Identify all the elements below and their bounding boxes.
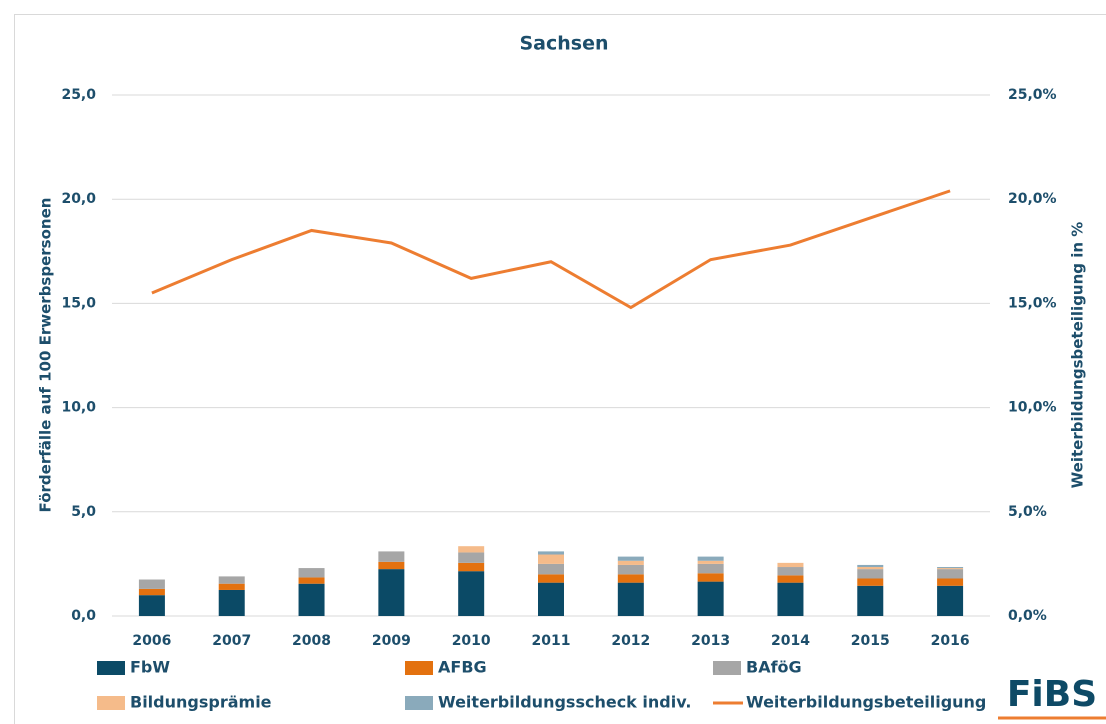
legend-label: BAföG <box>746 658 802 677</box>
bar-segment <box>298 583 325 616</box>
x-tick-label: 2007 <box>212 633 251 649</box>
x-tick-label: 2011 <box>532 633 571 649</box>
bar-segment <box>138 595 165 616</box>
y-axis-label: Förderfälle auf 100 Erwerbspersonen <box>37 198 55 513</box>
bar-segment <box>138 588 165 596</box>
legend-label: AFBG <box>438 658 487 677</box>
legend-label: FbW <box>130 658 170 677</box>
bar-segment <box>937 569 964 579</box>
x-tick-label: 2015 <box>851 633 890 649</box>
bar-segment <box>538 563 564 575</box>
bar-segment <box>538 582 564 616</box>
bar-segment <box>218 583 245 590</box>
legend-label: Bildungsprämie <box>130 693 272 712</box>
y-tick-label: 0,0 <box>71 608 96 624</box>
x-tick-label: 2006 <box>132 633 171 649</box>
y2-tick-label: 5,0% <box>1008 504 1047 520</box>
bar-segment <box>538 574 564 583</box>
bar-segment <box>617 574 644 583</box>
y2-tick-label: 25,0% <box>1008 87 1057 103</box>
bar-segment <box>617 556 644 561</box>
bar-segment <box>138 579 165 589</box>
bar-segment <box>697 563 724 574</box>
bar-segment <box>378 561 405 570</box>
bar-segment <box>218 589 245 616</box>
logo: FiBS <box>1007 674 1097 715</box>
bar-segment <box>857 585 884 616</box>
y2-tick-label: 15,0% <box>1008 295 1057 311</box>
bar-segment <box>458 562 485 572</box>
bar-segment <box>617 564 644 575</box>
y-tick-label: 5,0 <box>71 504 96 520</box>
bar-segment <box>697 573 724 582</box>
bar-segment <box>937 578 964 586</box>
x-tick-label: 2013 <box>691 633 730 649</box>
y2-tick-label: 0,0% <box>1008 608 1047 624</box>
x-tick-label: 2014 <box>771 633 810 649</box>
bar-segment <box>697 556 724 561</box>
bar-segment <box>937 567 964 569</box>
legend-swatch <box>713 661 741 675</box>
bar-segment <box>617 560 644 565</box>
bar-segment <box>857 578 884 586</box>
y-tick-label: 25,0 <box>61 87 96 103</box>
bar-segment <box>458 571 485 616</box>
bar-segment <box>538 551 564 555</box>
x-tick-label: 2010 <box>452 633 491 649</box>
bar-segment <box>857 569 884 579</box>
chart-title: Sachsen <box>519 33 608 55</box>
y2-axis-label: Weiterbildungsbeteiligung in % <box>1069 222 1087 489</box>
bar-segment <box>218 576 245 584</box>
bar-segment <box>378 569 405 616</box>
y-tick-label: 15,0 <box>61 295 96 311</box>
bar-segment <box>777 567 804 576</box>
bar-segment <box>777 575 804 583</box>
legend-swatch <box>97 661 125 675</box>
bar-segment <box>298 568 325 578</box>
legend-label: Weiterbildungsbeteiligung <box>746 693 986 712</box>
legend-label: Weiterbildungsscheck indiv. <box>438 693 691 712</box>
bar-segment <box>697 560 724 564</box>
bar-segment <box>777 562 804 568</box>
bar-segment <box>697 581 724 616</box>
bar-segment <box>617 582 644 616</box>
bar-segment <box>857 567 884 570</box>
x-tick-label: 2016 <box>931 633 970 649</box>
x-tick-label: 2008 <box>292 633 331 649</box>
y2-tick-label: 20,0% <box>1008 191 1057 207</box>
bar-segment <box>937 568 964 570</box>
line <box>151 189 951 310</box>
legend-swatch <box>97 696 125 710</box>
x-tick-label: 2009 <box>372 633 411 649</box>
bar-segment <box>458 552 485 563</box>
bar-segment <box>298 577 325 584</box>
chart-border <box>14 14 1106 724</box>
bar-segment <box>458 546 485 553</box>
bar-segment <box>937 585 964 616</box>
bar-segment <box>777 582 804 616</box>
bar-segment <box>857 564 884 568</box>
y2-tick-label: 10,0% <box>1008 400 1057 416</box>
bar-segment <box>378 551 405 562</box>
bar-segment <box>538 554 564 564</box>
y-tick-label: 20,0 <box>61 191 96 207</box>
y-tick-label: 10,0 <box>61 400 96 416</box>
legend-swatch <box>405 661 433 675</box>
legend-swatch <box>405 696 433 710</box>
x-tick-label: 2012 <box>611 633 650 649</box>
